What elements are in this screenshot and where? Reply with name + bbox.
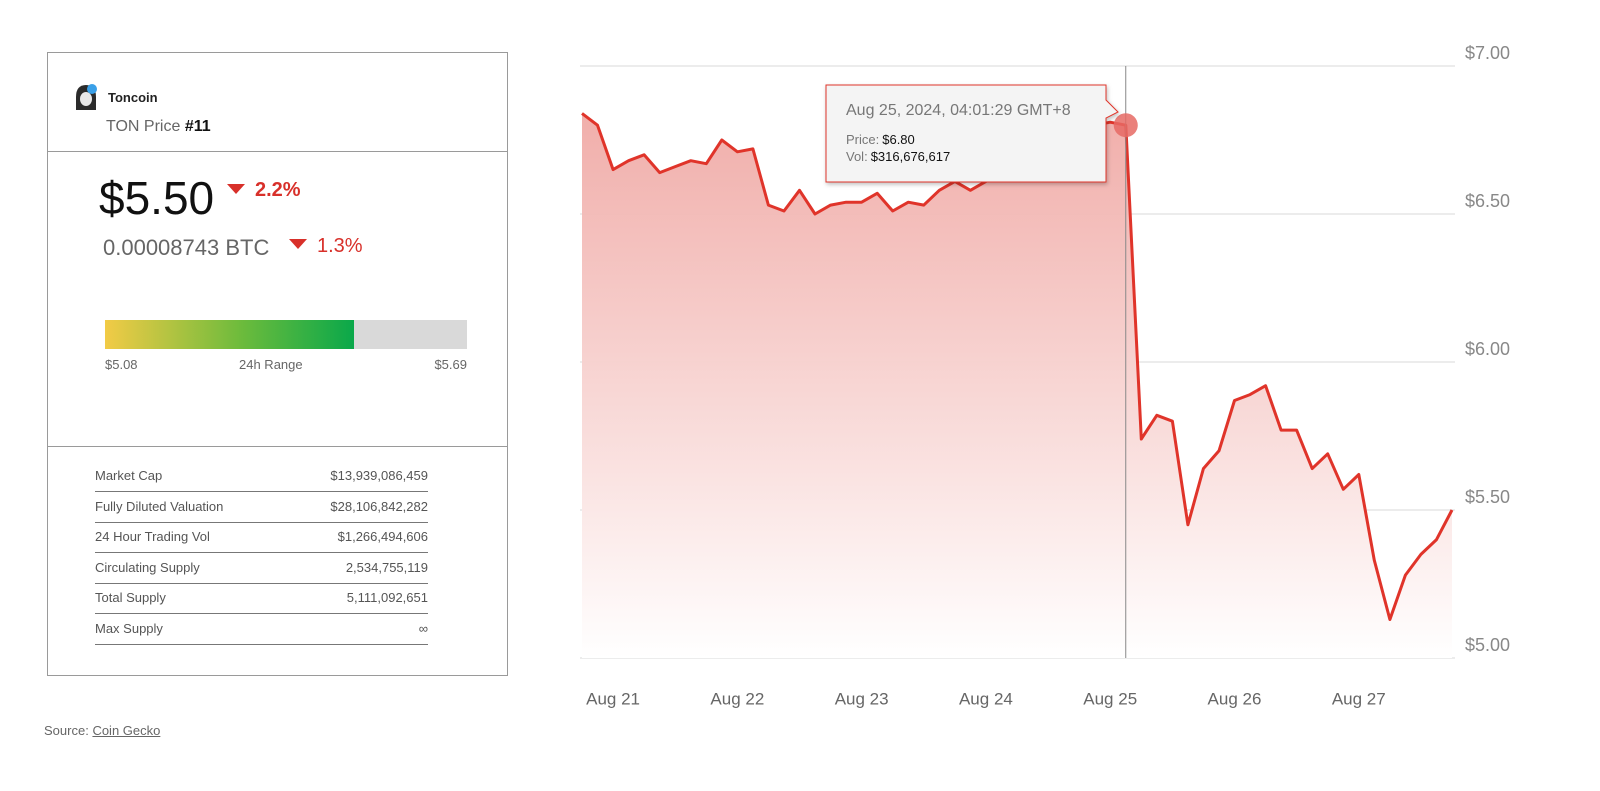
btc-change: 1.3% — [317, 235, 363, 257]
stat-label: Market Cap — [95, 468, 163, 483]
x-tick-label: Aug 24 — [959, 689, 1013, 708]
stat-row: Max Supply ∞ — [95, 614, 428, 645]
tooltip-vol-value: $316,676,617 — [871, 149, 951, 164]
source: Source: Coin Gecko — [44, 723, 160, 738]
price-change: 2.2% — [255, 179, 301, 201]
range-low: $5.08 — [105, 357, 138, 372]
stat-row: Total Supply 5,111,092,651 — [95, 583, 428, 615]
stat-value: ∞ — [418, 621, 428, 636]
stat-label: Max Supply — [95, 621, 163, 636]
divider — [48, 446, 507, 447]
y-tick-label: $5.50 — [1465, 487, 1510, 507]
down-arrow — [289, 239, 307, 249]
stat-value: 2,534,755,119 — [345, 559, 428, 575]
price: $5.50 — [99, 172, 215, 224]
tooltip-price-value: $6.80 — [882, 132, 915, 147]
stat-label: Circulating Supply — [95, 559, 200, 575]
tooltip-price: Price: $6.80 — [846, 132, 915, 147]
range-track — [105, 320, 467, 349]
tooltip — [825, 84, 1119, 183]
tooltip-price-label: Price: — [846, 132, 879, 147]
hover-marker — [1113, 113, 1138, 138]
stat-row: Market Cap $13,939,086,459 — [95, 461, 428, 492]
tooltip-vol: Vol: $316,676,617 — [846, 149, 950, 164]
coin-card: Toncoin TON Price #11 $5.50 2.2% 0.00008… — [47, 52, 508, 676]
rank: #11 — [184, 118, 211, 135]
stat-value: $1,266,494,606 — [337, 529, 428, 545]
x-tick-label: Aug 25 — [1083, 689, 1137, 708]
x-tick-label: Aug 22 — [710, 689, 764, 708]
range-high: $5.69 — [434, 357, 467, 372]
divider — [48, 151, 507, 152]
stat-label: 24 Hour Trading Vol — [95, 529, 210, 545]
stat-row: Circulating Supply 2,534,755,119 — [95, 553, 428, 584]
stat-row: 24 Hour Trading Vol $1,266,494,606 — [95, 522, 428, 554]
price-title: TON Price #11 — [106, 118, 211, 136]
y-tick-label: $6.00 — [1465, 339, 1510, 359]
x-tick-label: Aug 21 — [586, 689, 640, 708]
range-fill — [105, 320, 355, 349]
y-tick-label: $5.00 — [1465, 635, 1510, 655]
coin-name: Toncoin — [108, 90, 158, 105]
stat-label: Total Supply — [95, 590, 166, 606]
stat-value: $28,106,842,282 — [330, 498, 428, 514]
source-link[interactable]: Coin Gecko — [92, 723, 161, 738]
tooltip-box — [825, 84, 1119, 183]
stat-value: 5,111,092,651 — [346, 590, 428, 606]
y-tick-label: $6.50 — [1465, 191, 1510, 211]
tooltip-title: Aug 25, 2024, 04:01:29 GMT+8 — [846, 102, 1071, 119]
stat-value: $13,939,086,459 — [330, 468, 428, 483]
source-label: Source: — [44, 723, 89, 738]
tooltip-vol-label: Vol: — [846, 149, 868, 164]
stat-row: Fully Diluted Valuation $28,106,842,282 — [95, 492, 428, 523]
x-tick-label: Aug 23 — [835, 689, 889, 708]
range-label: 24h Range — [239, 357, 303, 372]
x-tick-label: Aug 26 — [1208, 689, 1262, 708]
y-tick-label: $7.00 — [1465, 43, 1510, 63]
down-arrow — [227, 184, 245, 194]
price-title-text: TON Price — [106, 118, 181, 135]
stat-label: Fully Diluted Valuation — [95, 498, 224, 514]
x-tick-label: Aug 27 — [1332, 689, 1386, 708]
price-area — [582, 113, 1452, 658]
coin-logo — [76, 84, 97, 110]
btc-price: 0.00008743 BTC — [103, 235, 270, 260]
